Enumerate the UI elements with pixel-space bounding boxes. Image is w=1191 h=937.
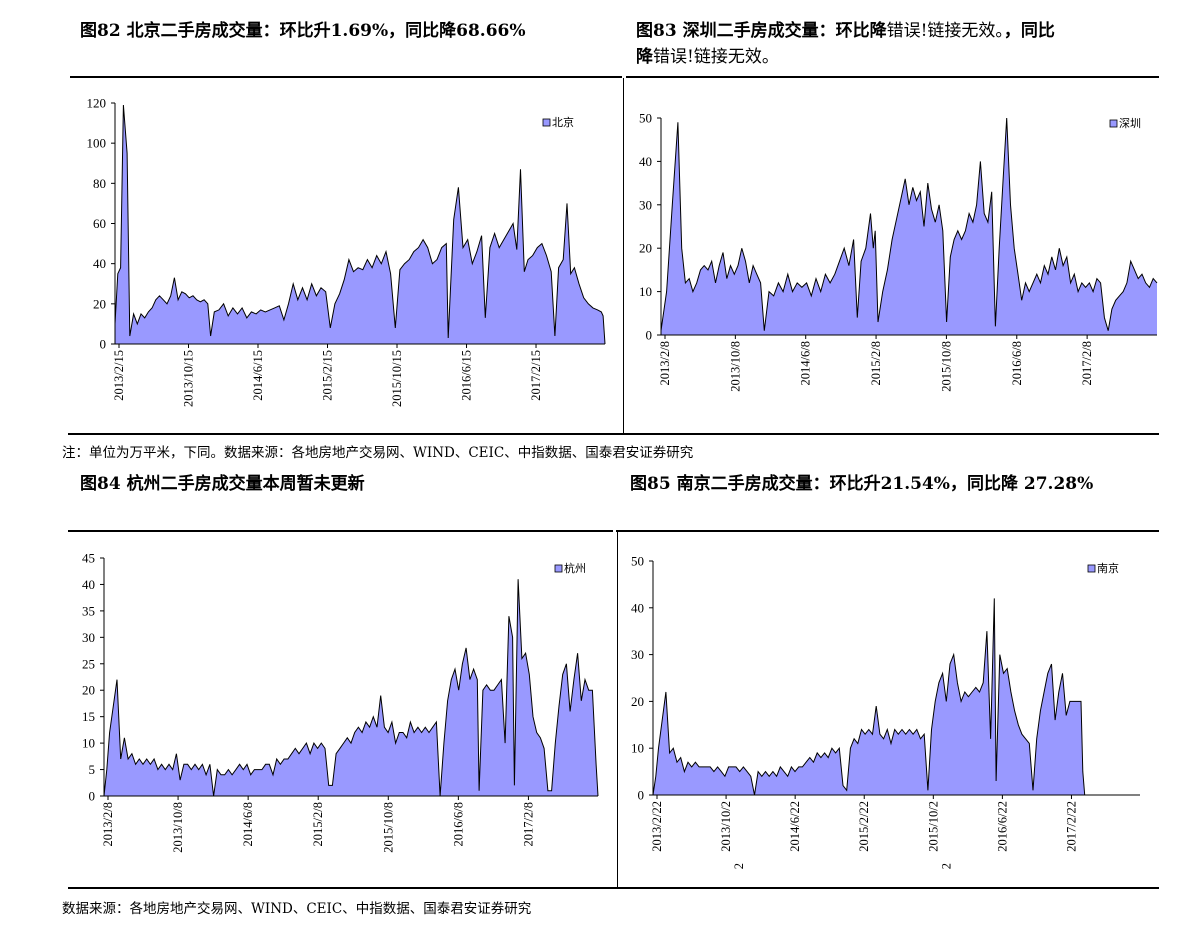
beijing-series-line [114, 104, 606, 345]
shenzhen-x-tick-label: 2014/6/8 [799, 341, 813, 385]
shenzhen-y-tick-label: 10 [639, 284, 652, 299]
source-note-bottom: 数据来源：各地房地产交易网、WIND、CEIC、中指数据、国泰君安证券研究 [62, 901, 532, 917]
hangzhou-x-tick-label: 2015/2/8 [311, 802, 325, 846]
top-rule-left [70, 76, 622, 78]
hangzhou-x-tick-label: 2014/6/8 [241, 802, 255, 846]
beijing-x-tick-label: 2017/2/15 [529, 350, 543, 401]
nanjing-series-line [652, 598, 1086, 796]
beijing-x-tick-label: 2014/6/15 [251, 350, 265, 401]
lower-rule-right [616, 530, 1159, 532]
figure-83-title: 图83 深圳二手房成交量：环比降错误!链接无效。，同比 降错误!链接无效。 [636, 18, 1156, 70]
nanjing-x-tick-label: 2013/10/2 [719, 801, 733, 852]
nanjing-x-tick-label: 2013/2/22 [650, 801, 664, 852]
middle-rule [68, 433, 1159, 435]
figure-83-title-part2: ，同比 [1003, 21, 1055, 41]
hangzhou-y-tick-label: 5 [89, 762, 96, 777]
beijing-chart: 0 20 40 60 80 100 120 2013/2/15 2013/10/15 2014/6… [87, 96, 606, 407]
hangzhou-y-tick-label: 10 [82, 736, 95, 751]
beijing-y-tick-label: 40 [93, 256, 106, 271]
hangzhou-y-tick-label: 15 [82, 709, 95, 724]
nanjing-chart: 0 10 20 30 40 50 2013/2/22 2013/10/2 2 2014/6/22 2… [631, 554, 1140, 869]
shenzhen-x-tick-label: 2013/10/8 [728, 341, 742, 392]
shenzhen-legend-swatch [1109, 119, 1118, 128]
beijing-y-tick-label: 0 [100, 337, 107, 352]
figure-83-title-part1: 图83 深圳二手房成交量：环比降 [636, 21, 887, 41]
nanjing-x-tick-label: 2015/2/22 [857, 801, 871, 852]
shenzhen-chart: 0 10 20 30 40 50 2013/2/8 2013/10/8 2014/6/8 2015… [639, 111, 1158, 392]
shenzhen-y-tick-label: 30 [639, 197, 652, 212]
shenzhen-x-tick-label: 2016/6/8 [1010, 341, 1024, 385]
hangzhou-x-tick-label: 2013/10/8 [171, 802, 185, 853]
beijing-x-tick-label: 2015/2/15 [321, 350, 335, 401]
beijing-x-tick-label: 2015/10/15 [390, 350, 404, 407]
hangzhou-y-tick-label: 40 [82, 577, 95, 592]
hangzhou-chart: 0 5 10 15 20 25 30 35 40 45 2013/2/8 2013/10/8 2014/… [82, 551, 599, 853]
beijing-legend-label: 北京 [552, 115, 574, 129]
hangzhou-legend-swatch [554, 564, 563, 573]
shenzhen-y-tick-label: 0 [646, 328, 653, 343]
bottom-rule [68, 887, 1159, 889]
shenzhen-y-tick-label: 20 [639, 241, 652, 256]
beijing-x-tick-label: 2016/6/15 [460, 350, 474, 401]
hangzhou-x-tick-label: 2016/6/8 [451, 802, 465, 846]
beijing-legend-swatch [542, 118, 551, 127]
shenzhen-x-tick-label: 2015/2/8 [869, 341, 883, 385]
nanjing-x-tick-label: 2017/2/22 [1064, 801, 1078, 852]
figure-83-error-link-1: 错误!链接无效。 [886, 21, 1004, 41]
figure-83-title-part3: 降 [636, 47, 653, 67]
hangzhou-x-tick-label: 2013/2/8 [101, 802, 115, 846]
shenzhen-x-tick-label: 2015/10/8 [939, 341, 953, 392]
hangzhou-y-tick-label: 45 [82, 551, 95, 566]
figure-82-title: 图82 北京二手房成交量：环比升1.69%，同比降68.66% [80, 21, 526, 41]
beijing-x-tick-label: 2013/2/15 [112, 350, 126, 401]
shenzhen-legend-label: 深圳 [1119, 117, 1141, 130]
figure-85-title: 图85 南京二手房成交量：环比升21.54%，同比降 27.28% [630, 474, 1094, 494]
beijing-x-tick-label: 2013/10/15 [182, 350, 196, 407]
hangzhou-series-line [103, 579, 599, 797]
shenzhen-x-tick-label: 2013/2/8 [658, 341, 672, 385]
hangzhou-x-tick-label: 2015/10/8 [381, 802, 395, 853]
hangzhou-area [104, 579, 598, 796]
nanjing-y-tick-label: 10 [631, 741, 644, 756]
nanjing-x-tick-label-wrap: 2 [939, 863, 953, 869]
beijing-y-tick-label: 80 [93, 176, 106, 191]
hangzhou-y-tick-label: 0 [89, 789, 96, 804]
shenzhen-y-tick-label: 40 [639, 154, 652, 169]
hangzhou-legend-label: 杭州 [564, 561, 586, 575]
nanjing-legend-swatch [1087, 564, 1096, 573]
nanjing-x-tick-label: 2016/6/22 [995, 801, 1009, 852]
nanjing-x-tick-label: 2014/6/22 [788, 801, 802, 852]
divider-upper [623, 78, 624, 433]
nanjing-x-tick-label-wrap: 2 [732, 863, 746, 869]
shenzhen-area [661, 118, 1157, 335]
lower-rule-left [68, 530, 613, 532]
nanjing-y-tick-label: 50 [631, 554, 644, 569]
beijing-y-tick-label: 100 [87, 136, 107, 151]
shenzhen-y-tick-label: 50 [639, 111, 652, 126]
figure-84-title: 图84 杭州二手房成交量本周暂未更新 [80, 474, 365, 494]
nanjing-x-tick-label: 2015/10/2 [926, 801, 940, 852]
hangzhou-x-tick-label: 2017/2/8 [521, 802, 535, 846]
nanjing-area [653, 598, 1085, 795]
shenzhen-x-tick-label: 2017/2/8 [1080, 341, 1094, 385]
beijing-y-tick-label: 20 [93, 296, 106, 311]
nanjing-y-tick-label: 30 [631, 647, 644, 662]
beijing-y-tick-label: 60 [93, 216, 106, 231]
nanjing-y-tick-label: 20 [631, 694, 644, 709]
nanjing-y-tick-label: 0 [638, 788, 645, 803]
hangzhou-y-tick-label: 25 [82, 656, 95, 671]
nanjing-legend-label: 南京 [1097, 561, 1119, 575]
source-note-top: 注：单位为万平米，下同。数据来源：各地房地产交易网、WIND、CEIC、中指数据… [62, 445, 694, 461]
hangzhou-y-tick-label: 30 [82, 630, 95, 645]
figure-83-error-link-2: 错误!链接无效。 [653, 47, 779, 67]
beijing-y-tick-label: 120 [87, 96, 107, 111]
nanjing-y-tick-label: 40 [631, 600, 644, 615]
divider-lower [617, 532, 618, 887]
beijing-area [115, 105, 605, 344]
hangzhou-y-tick-label: 20 [82, 683, 95, 698]
hangzhou-y-tick-label: 35 [82, 603, 95, 618]
top-rule-right [626, 76, 1159, 78]
shenzhen-series-line [660, 117, 1158, 331]
